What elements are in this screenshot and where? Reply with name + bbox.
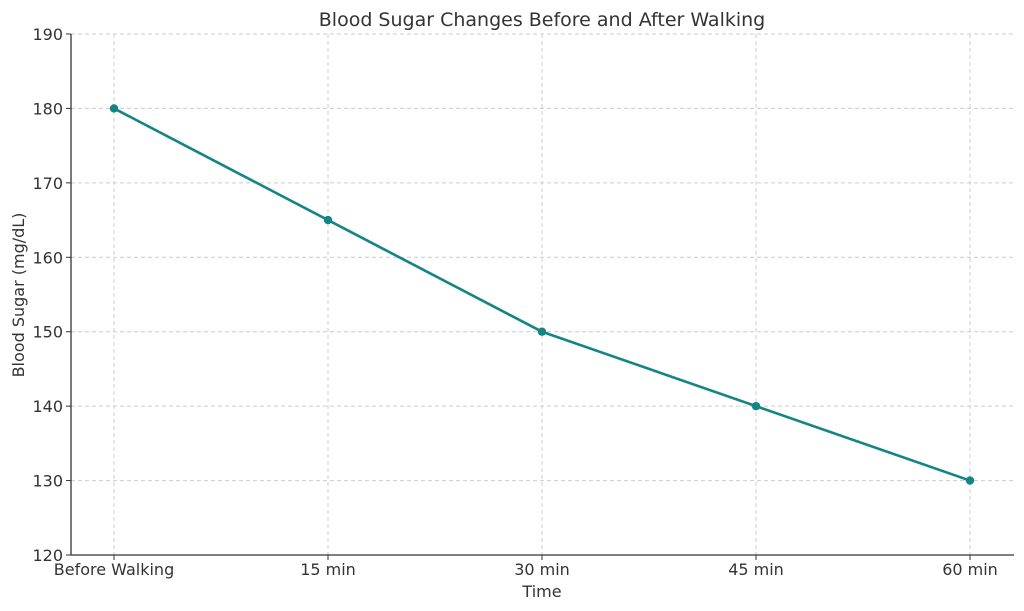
y-tick-label: 130 [32,472,63,491]
chart-title: Blood Sugar Changes Before and After Wal… [319,9,766,31]
grid-lines [71,33,1014,555]
series-group [109,104,975,485]
x-ticks: Before Walking 15 min 30 min 45 min 60 min [54,555,998,579]
y-tick-label: 140 [32,397,63,416]
x-tick-label: 60 min [942,560,998,579]
x-axis-label: Time [521,582,561,601]
y-tick-label: 180 [32,99,63,118]
y-axis-label: Blood Sugar (mg/dL) [9,213,28,378]
x-tick-label: Before Walking [54,560,174,579]
y-tick-label: 120 [32,546,63,565]
y-tick-label: 190 [32,25,63,44]
data-point [751,401,761,411]
y-tick-label: 150 [32,323,63,342]
x-tick-label: 30 min [514,560,570,579]
y-tick-label: 160 [32,248,63,267]
data-point [109,104,119,113]
data-point [323,215,333,225]
y-tick-label: 170 [32,174,63,193]
x-tick-label: 45 min [728,560,784,579]
data-point [965,476,975,485]
y-ticks: 120 130 140 150 160 170 180 190 [32,25,71,565]
data-point [537,327,547,336]
x-tick-label: 15 min [300,560,356,579]
